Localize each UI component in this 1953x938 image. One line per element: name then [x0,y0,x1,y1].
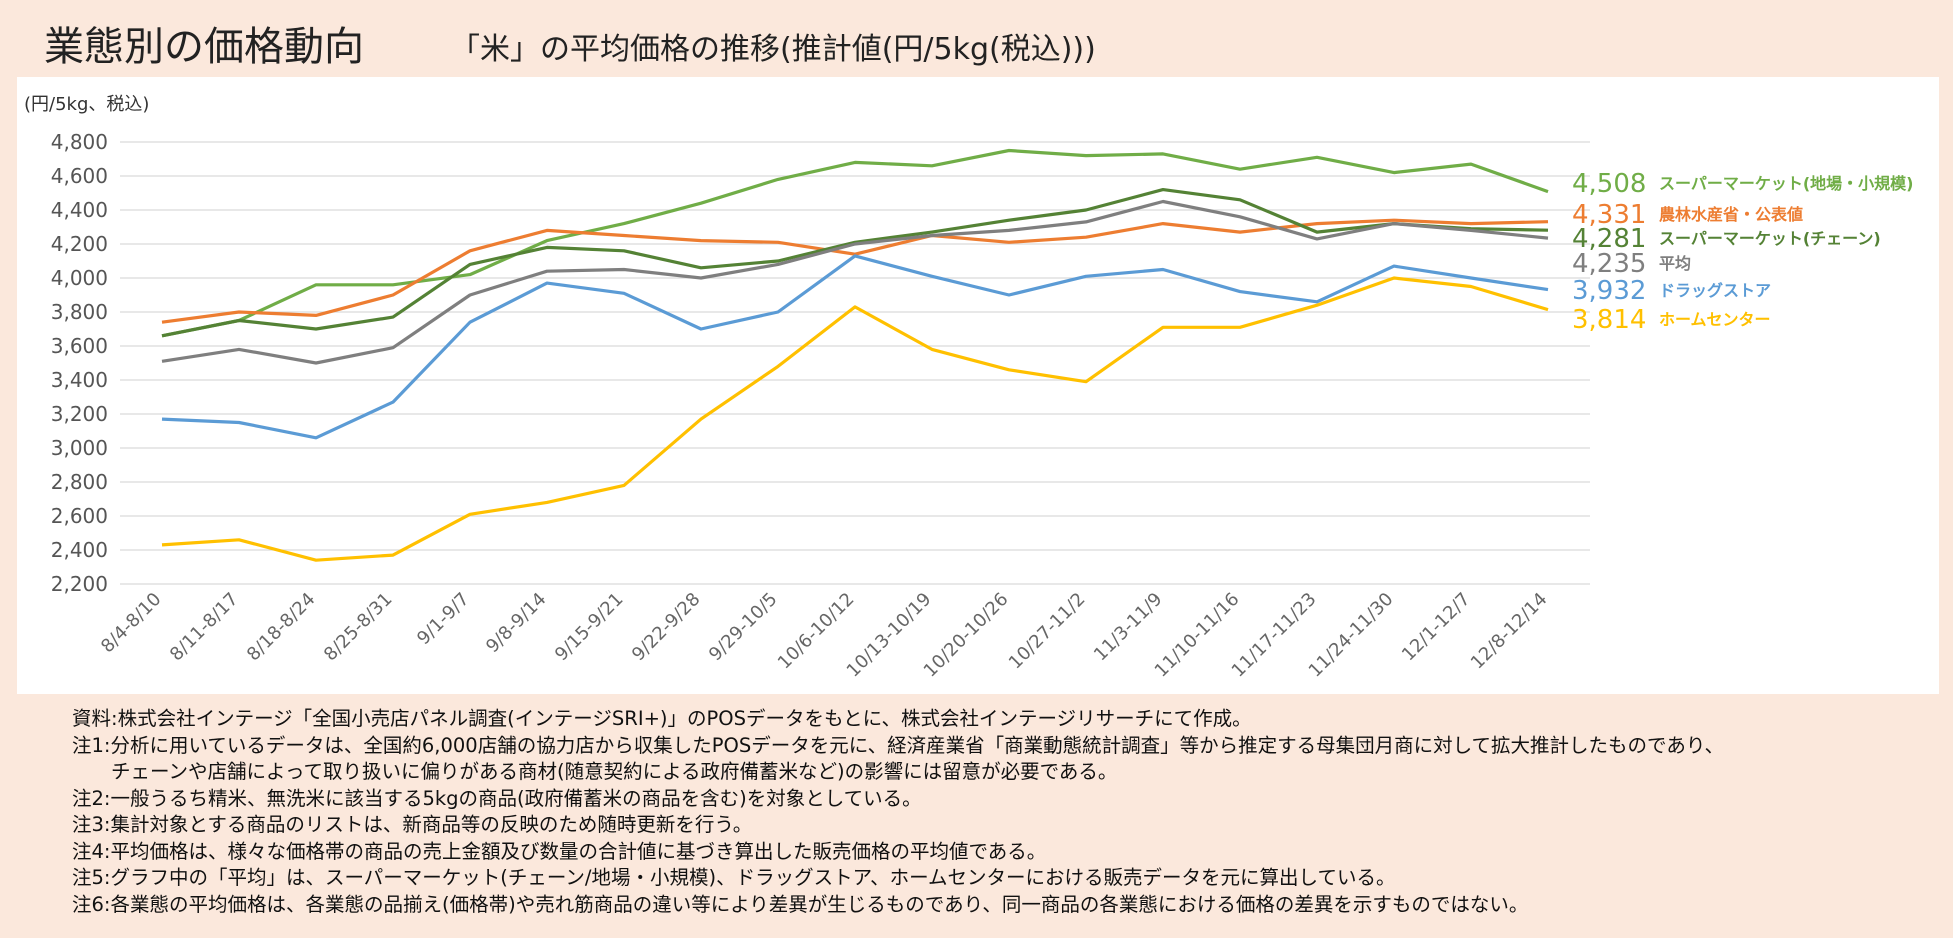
x-tick-label: 10/27-11/2 [1005,589,1090,674]
y-axis-label: (円/5kg、税込) [24,94,149,115]
y-tick-label: 3,800 [51,300,108,324]
y-tick-label: 3,600 [51,334,108,358]
chart-panel [17,77,1939,694]
x-tick-label: 8/25-8/31 [320,589,397,666]
y-tick-label: 3,200 [51,402,108,426]
y-tick-label: 4,000 [51,266,108,290]
note: 注3:集計対象とする商品のリストは、新商品等の反映のため随時更新を行う。 [72,813,753,836]
title: 業態別の価格動向 [44,24,364,70]
value-label: 3,932 [1572,276,1646,306]
legend-label: スーパーマーケット(チェーン) [1659,229,1881,248]
legend-label: ドラッグストア [1659,281,1771,300]
x-tick-label: 8/18-8/24 [243,589,320,666]
series-line [161,276,1549,562]
legend-label: ホームセンター [1659,310,1771,329]
note: チェーンや店舗によって取り扱いに偏りがある商材(随意契約による政府備蓄米など)の… [72,760,1118,783]
note: 注2:一般うるち精米、無洗米に該当する5kgの商品(政府備蓄米の商品を含む)を対… [72,786,922,810]
x-tick-label: 8/4-8/10 [97,589,166,658]
y-tick-label: 4,600 [51,164,108,188]
note: 注4:平均価格は、様々な価格帯の商品の売上金額及び数量の合計値に基づき算出した販… [72,839,1047,863]
value-label: 4,331 [1572,200,1646,230]
y-tick-label: 3,000 [51,436,108,460]
note: 注1:分析に用いているデータは、全国約6,000店舗の協力店から収集したPOSデ… [72,733,1725,757]
note: 注6:各業態の平均価格は、各業態の品揃え(価格帯)や売れ筋商品の違い等により差異… [72,892,1529,916]
value-label: 4,281 [1572,224,1646,254]
note: 注5:グラフ中の「平均」は、スーパーマーケット(チェーン/地場・小規模)、ドラッ… [72,866,1396,889]
legend-label: 平均 [1659,254,1691,273]
value-label: 4,508 [1572,169,1646,199]
x-tick-label: 12/8-12/14 [1467,589,1552,674]
y-tick-label: 4,200 [51,232,108,256]
legend-label: スーパーマーケット(地場・小規模) [1659,174,1913,193]
y-tick-label: 2,200 [51,572,108,596]
legend-label: 農林水産省・公表値 [1659,205,1803,224]
y-tick-label: 2,800 [51,470,108,494]
y-tick-label: 4,400 [51,198,108,222]
y-tick-label: 2,400 [51,538,108,562]
x-tick-label: 9/29-10/5 [705,589,782,666]
y-tick-label: 2,600 [51,504,108,528]
subtitle: 「米」の平均価格の推移(推計値(円/5kg(税込))) [450,32,1096,67]
series-line [161,188,1549,338]
x-tick-label: 12/1-12/7 [1398,589,1475,666]
value-label: 4,235 [1572,249,1646,279]
note: 資料:株式会社インテージ「全国小売店パネル調査(インテージSRI+)」のPOSデ… [72,707,1252,730]
series-line [161,254,1549,440]
x-tick-label: 9/15-9/21 [551,589,628,666]
series-line [161,148,1549,338]
x-tick-label: 11/3-11/9 [1090,589,1167,666]
series-line [161,218,1549,324]
value-label: 3,814 [1572,305,1646,335]
y-tick-label: 4,800 [51,130,108,154]
series-line [161,199,1549,365]
chart: (円/5kg、税込) 2,200 2,400 2,600 2,800 3,000 3,20… [24,94,1913,681]
x-tick-label: 9/8-9/14 [482,589,551,658]
y-tick-label: 3,400 [51,368,108,392]
x-tick-label: 9/1-9/7 [413,589,473,649]
x-tick-label: 8/11-8/17 [166,589,243,666]
x-tick-label: 9/22-9/28 [628,589,705,666]
notes: 資料:株式会社インテージ「全国小売店パネル調査(インテージSRI+)」のPOSデ… [72,706,1724,918]
x-tick-label: 10/6-10/12 [774,589,859,674]
